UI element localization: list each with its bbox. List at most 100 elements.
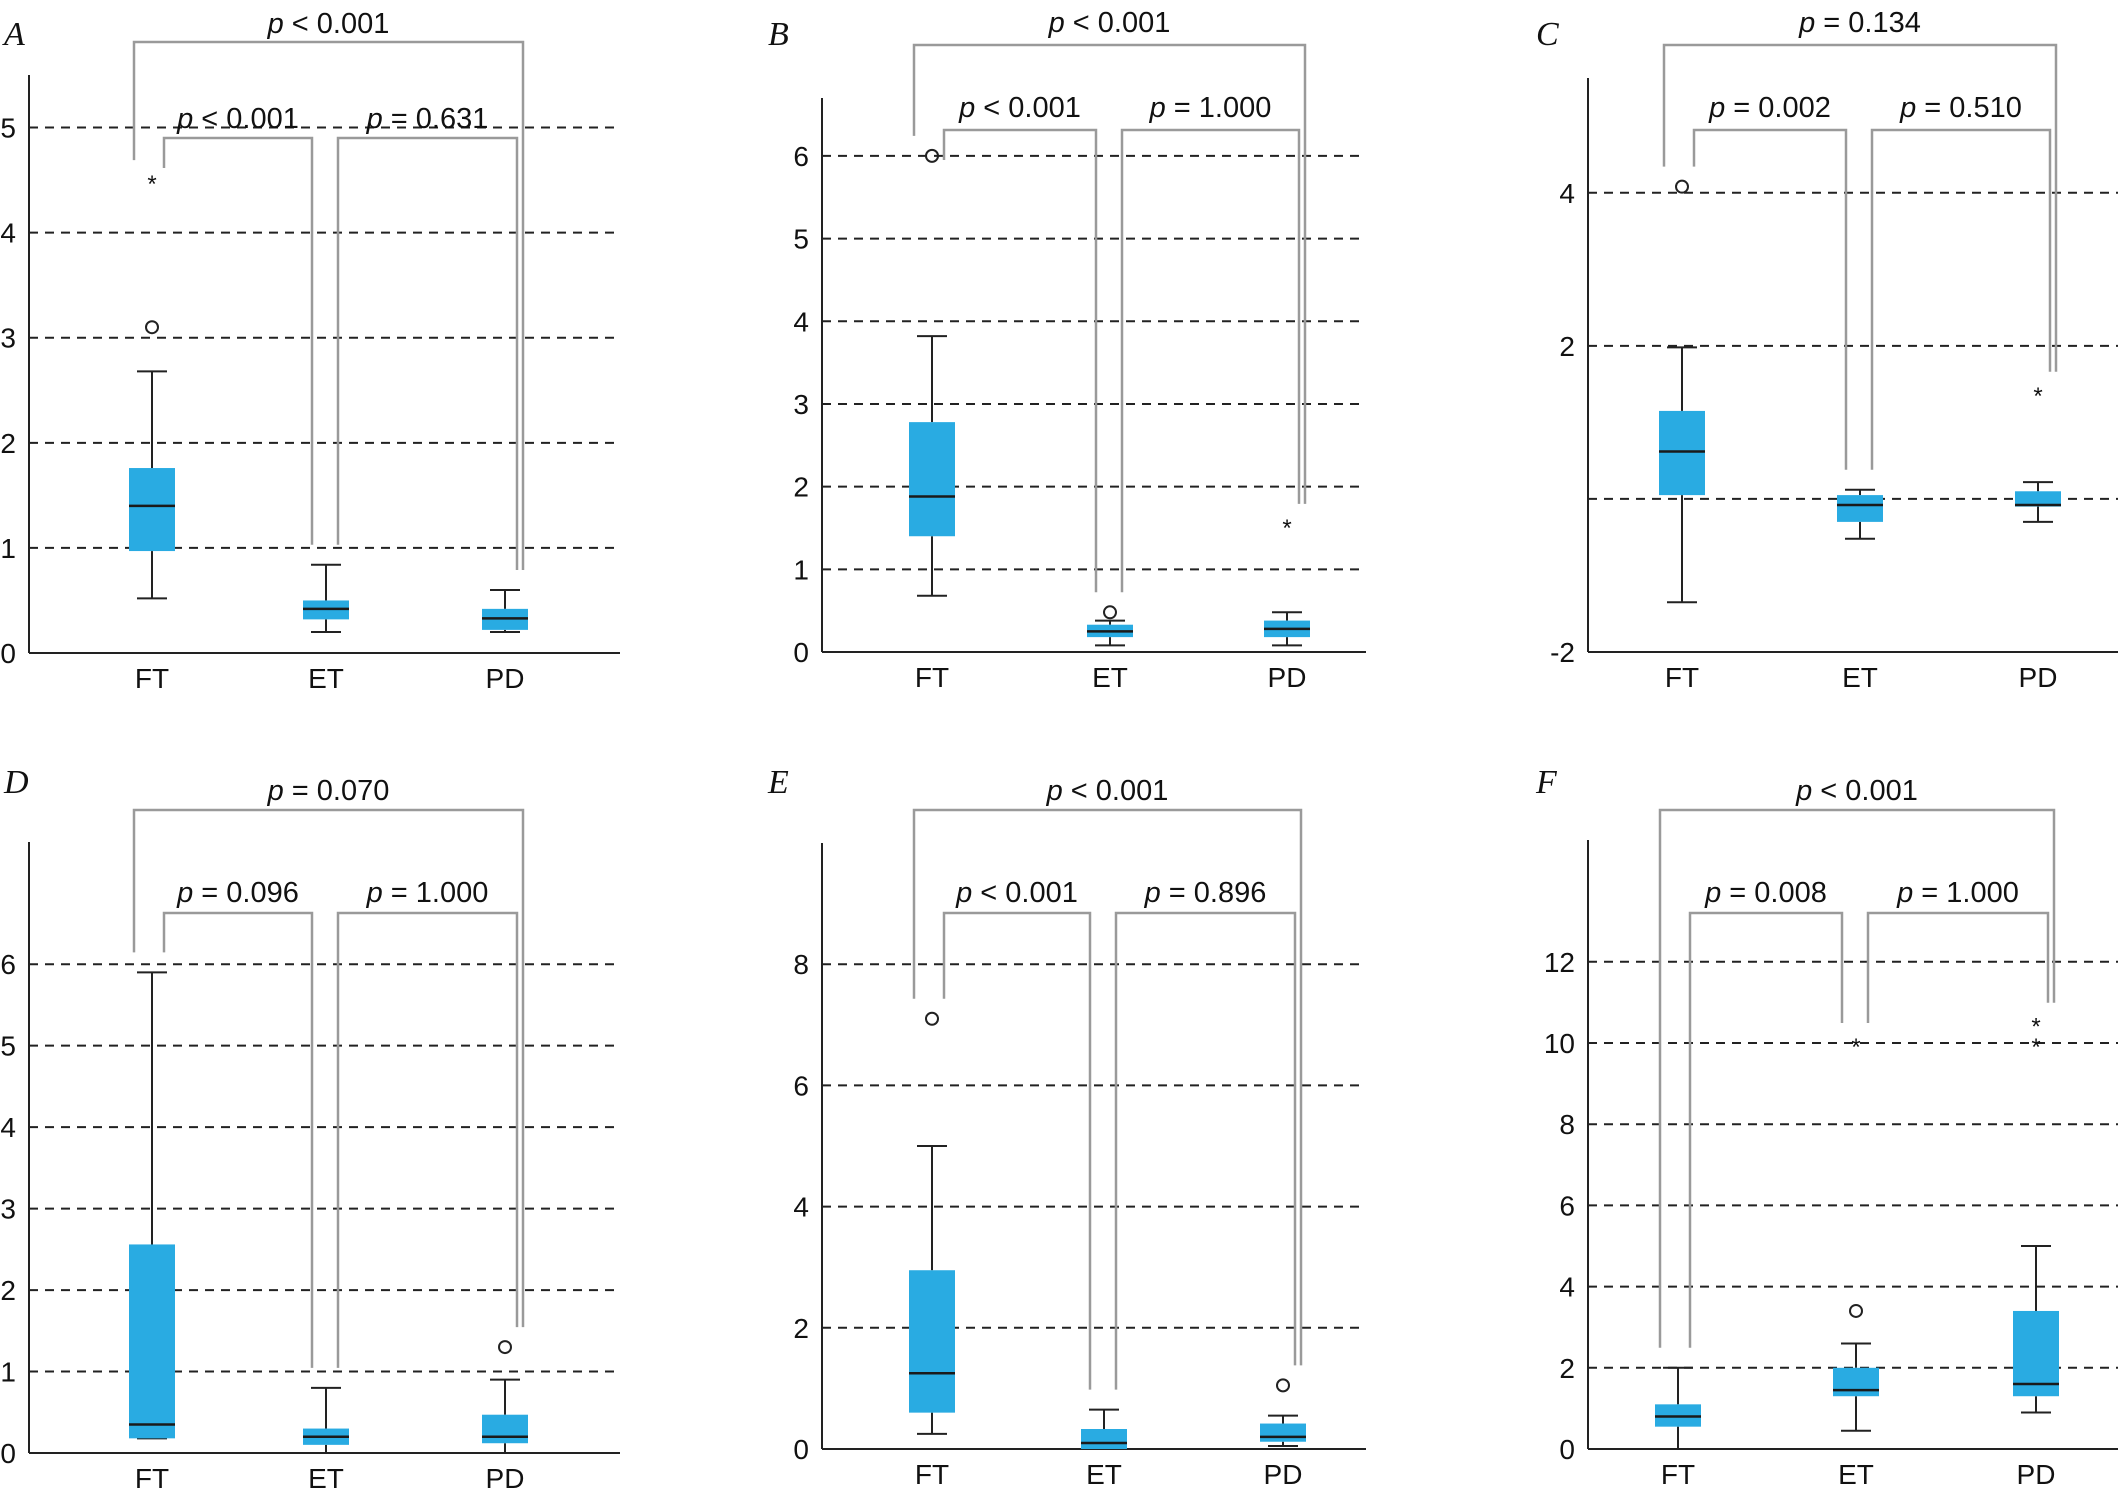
extreme-point: * — [1851, 1034, 1860, 1061]
p-value-label: p = 1.000 — [1149, 92, 1272, 124]
p-value-text: = 0.070 — [284, 775, 390, 807]
panel-letter: F — [1535, 764, 1558, 801]
y-tick-label: 3 — [793, 389, 809, 420]
iqr-box — [129, 468, 175, 552]
p-value-text: = 0.008 — [1721, 877, 1827, 909]
outlier-point — [925, 148, 939, 163]
p-value-label: p < 0.001 — [955, 877, 1078, 909]
extreme-point: * — [2031, 1034, 2040, 1061]
box-et — [303, 1386, 349, 1454]
comparison-bracket — [1688, 911, 1844, 1348]
y-tick-label: 2 — [793, 472, 809, 503]
iqr-box — [129, 1244, 175, 1439]
p-value-text: < 0.001 — [193, 103, 299, 135]
p-value-label: p = 0.896 — [1144, 877, 1267, 909]
y-tick-label: 2 — [0, 428, 16, 459]
y-tick-label: 0 — [0, 638, 16, 669]
p-symbol: p — [1899, 92, 1916, 124]
comparison-bracket — [912, 808, 1303, 1366]
y-tick-label: 6 — [1559, 1190, 1575, 1221]
y-tick-label: 1 — [0, 533, 16, 564]
p-value-text: < 0.001 — [1063, 775, 1169, 807]
y-tick-label: 5 — [793, 224, 809, 255]
y-tick-label: 2 — [0, 1275, 16, 1306]
box-pd — [482, 1340, 528, 1454]
p-symbol: p — [267, 775, 284, 807]
y-tick-label: 4 — [0, 218, 16, 249]
outlier-point — [498, 1340, 512, 1355]
p-value-text: = 0.631 — [383, 103, 489, 135]
box-pd: * — [2015, 383, 2061, 523]
extreme-point: * — [2031, 1014, 2040, 1041]
p-symbol: p — [366, 877, 383, 909]
p-value-label: p = 0.134 — [1798, 7, 1921, 39]
iqr-box — [1837, 495, 1883, 522]
iqr-box — [1833, 1367, 1879, 1397]
y-tick-label: 4 — [1559, 1272, 1575, 1303]
p-value-label: p < 0.001 — [1046, 775, 1169, 807]
comparison-bracket — [132, 40, 525, 570]
x-tick-label: ET — [308, 1463, 344, 1494]
p-symbol: p — [1144, 877, 1161, 909]
extreme-point: * — [147, 171, 156, 198]
x-tick-label: PD — [1268, 662, 1307, 693]
y-tick-label: 12 — [1544, 947, 1575, 978]
x-tick-label: ET — [1842, 662, 1878, 693]
box-ft — [909, 1011, 955, 1435]
p-value-label: p < 0.001 — [176, 103, 299, 135]
x-tick-label: FT — [915, 1459, 949, 1490]
comparison-bracket — [942, 128, 1098, 593]
x-tick-label: PD — [486, 663, 525, 694]
p-value-text: = 0.896 — [1161, 877, 1267, 909]
extreme-point: * — [2033, 383, 2042, 410]
p-value-text: < 0.001 — [284, 8, 390, 40]
p-value-label: p = 0.096 — [176, 877, 299, 909]
x-tick-label: FT — [135, 663, 169, 694]
box-ft — [129, 971, 175, 1440]
outlier-point — [1675, 179, 1689, 194]
p-value-label: p = 0.070 — [267, 775, 390, 807]
y-tick-label: 3 — [0, 1194, 16, 1225]
comparison-bracket — [1120, 128, 1301, 593]
x-tick-label: ET — [1086, 1459, 1122, 1490]
p-value-label: p < 0.001 — [1048, 7, 1171, 39]
box-et — [1837, 488, 1883, 540]
x-tick-label: FT — [135, 1463, 169, 1494]
y-tick-label: 0 — [0, 1438, 16, 1469]
box-ft — [1655, 1366, 1701, 1450]
outlier-point — [925, 1011, 939, 1026]
box-et — [1081, 1408, 1127, 1450]
x-tick-label: PD — [1264, 1459, 1303, 1490]
p-symbol: p — [1795, 775, 1812, 807]
iqr-box — [482, 1414, 528, 1444]
p-symbol: p — [176, 877, 193, 909]
x-tick-label: PD — [2017, 1459, 2056, 1490]
p-value-label: p = 0.510 — [1899, 92, 2022, 124]
p-value-text: = 0.510 — [1916, 92, 2022, 124]
p-value-label: p < 0.001 — [958, 92, 1081, 124]
box-pd — [1260, 1378, 1306, 1447]
y-tick-label: 6 — [0, 949, 16, 980]
p-value-text: = 0.096 — [193, 877, 299, 909]
p-value-text: < 0.001 — [972, 877, 1078, 909]
p-symbol: p — [1708, 92, 1725, 124]
y-tick-label: 3 — [0, 323, 16, 354]
iqr-box — [2013, 1310, 2059, 1397]
y-tick-label: 1 — [0, 1357, 16, 1388]
p-value-label: p = 0.631 — [366, 103, 489, 135]
p-value-text: < 0.001 — [1812, 775, 1918, 807]
p-symbol: p — [1149, 92, 1166, 124]
comparison-bracket — [1114, 911, 1297, 1390]
x-tick-label: FT — [915, 662, 949, 693]
comparison-bracket — [1692, 128, 1848, 470]
y-tick-label: 0 — [793, 1434, 809, 1465]
y-tick-label: 2 — [1559, 1353, 1575, 1384]
p-value-label: p = 0.002 — [1708, 92, 1831, 124]
x-tick-label: ET — [1838, 1459, 1874, 1490]
y-tick-label: 5 — [0, 1031, 16, 1062]
